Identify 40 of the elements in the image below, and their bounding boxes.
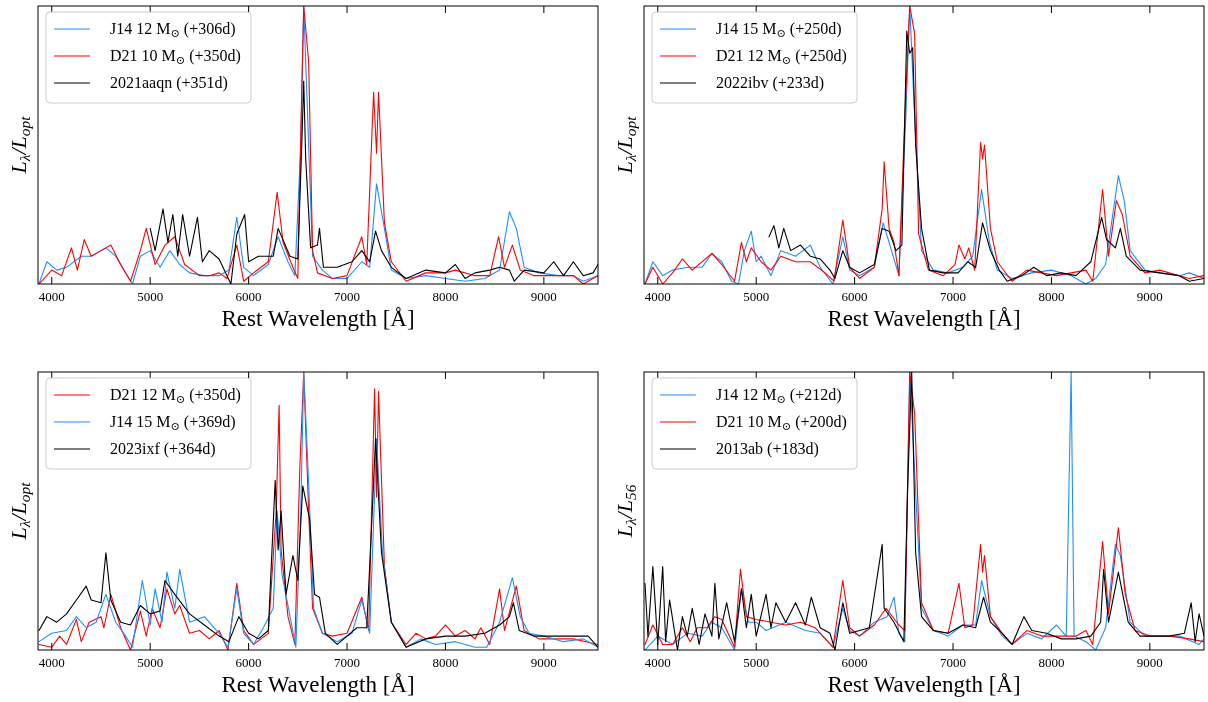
legend-label: D21 12 M$_{⊙}$ (+250d) xyxy=(716,47,847,66)
x-tick-label: 5000 xyxy=(743,655,770,670)
x-tick-label: 4000 xyxy=(38,655,65,670)
x-tick-label: 5000 xyxy=(137,289,164,304)
x-tick-label: 6000 xyxy=(235,655,262,670)
x-tick-label: 8000 xyxy=(1038,655,1065,670)
legend-label: 2023ixf (+364d) xyxy=(110,440,216,458)
x-tick-label: 8000 xyxy=(432,655,459,670)
x-axis-title: Rest Wavelength [Å] xyxy=(827,672,1021,697)
x-tick-label: 7000 xyxy=(334,289,361,304)
legend-label: J14 15 M$_{⊙}$ (+369d) xyxy=(110,413,236,432)
x-tick-label: 4000 xyxy=(38,289,65,304)
x-axis-title: Rest Wavelength [Å] xyxy=(221,672,415,697)
x-tick-label: 9000 xyxy=(530,655,557,670)
legend-label: D21 10 M$_{⊙}$ (+200d) xyxy=(716,413,847,432)
x-axis-title: Rest Wavelength [Å] xyxy=(827,306,1021,331)
x-tick-label: 6000 xyxy=(841,655,868,670)
x-tick-label: 4000 xyxy=(644,289,671,304)
x-tick-label: 7000 xyxy=(334,655,361,670)
legend-label: 2022ibv (+233d) xyxy=(716,74,825,92)
x-tick-label: 5000 xyxy=(137,655,164,670)
x-tick-label: 8000 xyxy=(1038,289,1065,304)
x-tick-label: 9000 xyxy=(1136,655,1163,670)
x-tick-label: 9000 xyxy=(530,289,557,304)
legend-label: D21 12 M$_{⊙}$ (+350d) xyxy=(110,386,241,405)
x-axis-title: Rest Wavelength [Å] xyxy=(221,306,415,331)
legend-label: 2013ab (+183d) xyxy=(716,440,819,458)
legend-label: J14 12 M$_{⊙}$ (+212d) xyxy=(716,386,842,405)
legend-label: D21 10 M$_{⊙}$ (+350d) xyxy=(110,47,241,66)
x-tick-label: 7000 xyxy=(940,655,967,670)
x-tick-label: 6000 xyxy=(841,289,868,304)
x-tick-label: 6000 xyxy=(235,289,262,304)
x-tick-label: 8000 xyxy=(432,289,459,304)
legend-label: J14 12 M$_{⊙}$ (+306d) xyxy=(110,20,236,39)
x-tick-label: 9000 xyxy=(1136,289,1163,304)
legend-label: J14 15 M$_{⊙}$ (+250d) xyxy=(716,20,842,39)
x-tick-label: 7000 xyxy=(940,289,967,304)
x-tick-label: 5000 xyxy=(743,289,770,304)
x-tick-label: 4000 xyxy=(644,655,671,670)
legend-label: 2021aaqn (+351d) xyxy=(110,74,228,92)
